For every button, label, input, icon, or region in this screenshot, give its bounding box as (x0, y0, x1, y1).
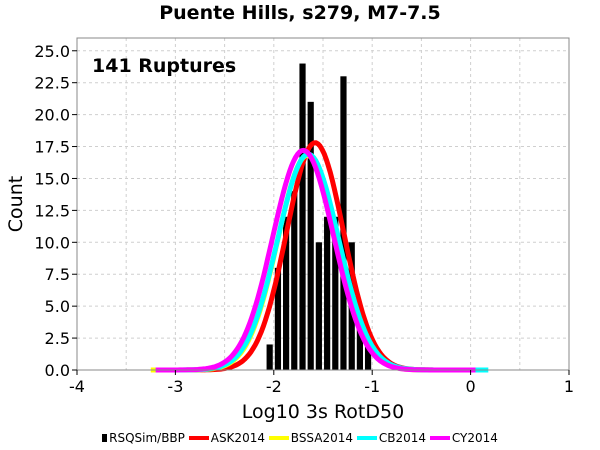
legend-label: RSQSim/BBP (109, 431, 185, 445)
plot-frame (76, 37, 570, 371)
histogram-bar (299, 63, 306, 371)
x-tick-label: 1 (564, 377, 574, 396)
legend-item-rsqsim: RSQSim/BBP (102, 431, 185, 445)
y-tick-label: 5.0 (45, 297, 70, 316)
legend: RSQSim/BBP ASK2014 BSSA2014 CB2014 CY201… (0, 431, 600, 445)
y-tick-label: 15.0 (34, 169, 70, 188)
legend-item-bssa2014: BSSA2014 (268, 431, 354, 445)
x-tick-label: 0 (466, 377, 476, 396)
x-tick-label: -4 (69, 377, 85, 396)
y-tick-label: 2.5 (45, 329, 70, 348)
x-axis-label: Log10 3s RotD50 (242, 401, 404, 423)
histogram-bar (315, 242, 322, 370)
histogram-bar (332, 216, 339, 370)
legend-label: CY2014 (451, 431, 498, 445)
y-tick-label: 12.5 (34, 201, 70, 220)
histogram-bar (324, 216, 331, 370)
histogram-bar (274, 267, 282, 370)
y-tick-label: 10.0 (34, 233, 70, 252)
curve-cy2014 (155, 147, 476, 373)
axis-ticks: -4 -3 -2 -1 0 10.02.55.07.510.012.515.017.520… (34, 42, 574, 396)
x-tick-label: -1 (364, 377, 380, 396)
legend-swatch-bssa2014 (268, 435, 289, 440)
legend-swatch-ask2014 (188, 435, 209, 440)
legend-item-cy2014: CY2014 (429, 431, 498, 445)
histogram-bar (356, 318, 363, 370)
legend-swatch-rsqsim (102, 433, 108, 442)
y-tick-label: 22.5 (34, 74, 70, 93)
histogram-bar (283, 216, 290, 370)
legend-item-ask2014: ASK2014 (188, 431, 265, 445)
y-tick-label: 25.0 (34, 42, 70, 61)
ruptures-annotation: 141 Ruptures (92, 55, 236, 77)
y-tick-label: 0.0 (45, 361, 70, 380)
x-tick-label: -3 (167, 377, 183, 396)
legend-label: ASK2014 (210, 431, 265, 445)
histogram-bar (266, 344, 273, 370)
legend-swatch-cy2014 (429, 435, 450, 440)
histogram-bar (291, 191, 298, 370)
legend-item-cb2014: CB2014 (356, 431, 427, 445)
legend-label: CB2014 (378, 431, 427, 445)
y-tick-label: 17.5 (34, 138, 70, 157)
chart-title: Puente Hills, s279, M7-7.5 (159, 2, 441, 24)
histogram-bar (307, 101, 314, 370)
x-tick-label: -2 (266, 377, 282, 396)
y-axis-label: Count (5, 176, 27, 232)
legend-label: BSSA2014 (290, 431, 354, 445)
legend-swatch-cb2014 (356, 435, 377, 440)
y-tick-label: 7.5 (45, 265, 70, 284)
y-tick-label: 20.0 (34, 106, 70, 125)
grid-lines (77, 38, 569, 370)
